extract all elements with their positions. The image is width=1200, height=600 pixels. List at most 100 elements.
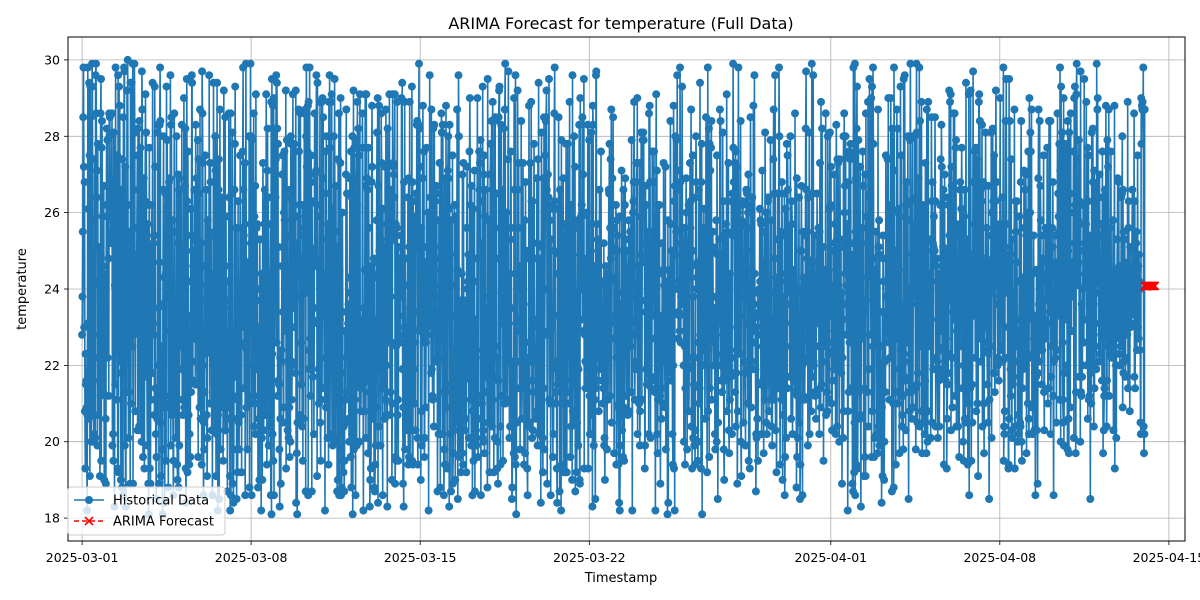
data-point <box>107 239 116 248</box>
data-point <box>1027 403 1036 412</box>
data-point <box>795 418 804 427</box>
data-point <box>704 407 713 416</box>
data-point <box>116 357 125 366</box>
data-point <box>108 109 116 118</box>
data-point <box>323 235 332 244</box>
data-point <box>86 327 95 335</box>
data-point <box>1034 105 1043 114</box>
data-point <box>988 124 997 133</box>
data-point <box>491 342 500 351</box>
data-point <box>922 449 931 458</box>
data-point <box>195 189 204 198</box>
data-point <box>251 90 260 99</box>
data-point <box>649 178 658 187</box>
data-point <box>765 334 774 343</box>
data-point <box>974 472 983 481</box>
data-point <box>109 128 118 137</box>
data-point <box>1008 380 1017 389</box>
data-point <box>460 426 469 435</box>
data-point <box>1099 449 1108 458</box>
data-point <box>832 265 840 274</box>
data-point <box>1082 220 1090 229</box>
data-point <box>454 71 463 80</box>
data-point <box>628 506 637 515</box>
data-point <box>1069 208 1078 217</box>
data-point <box>341 395 350 404</box>
data-point <box>410 338 418 347</box>
data-point <box>793 453 802 461</box>
x-tick-label: 2025-03-15 <box>384 550 457 565</box>
data-point <box>471 369 480 377</box>
data-point <box>643 288 652 297</box>
data-point <box>471 315 480 324</box>
data-point <box>1042 296 1051 305</box>
data-point <box>608 311 616 320</box>
data-point <box>957 227 965 236</box>
data-point <box>79 113 88 122</box>
data-point <box>731 422 740 431</box>
data-point <box>1027 353 1036 362</box>
data-point <box>208 285 217 293</box>
data-point <box>567 422 575 431</box>
data-point <box>812 414 820 423</box>
data-point <box>621 235 630 244</box>
data-point <box>1137 139 1146 148</box>
data-point <box>211 132 220 141</box>
data-point <box>345 273 354 282</box>
data-point <box>97 143 106 152</box>
data-point <box>625 407 634 416</box>
data-point <box>78 227 87 236</box>
data-point <box>198 109 207 118</box>
data-point <box>387 185 396 194</box>
data-point <box>1092 365 1101 374</box>
data-point <box>319 113 328 122</box>
data-point <box>246 220 255 229</box>
data-point <box>1086 369 1095 377</box>
data-point <box>1085 239 1094 248</box>
data-point <box>1080 315 1089 324</box>
data-point <box>417 223 426 232</box>
data-point <box>1047 372 1056 381</box>
data-point <box>672 227 681 236</box>
data-point <box>734 208 743 217</box>
data-point <box>480 151 489 160</box>
data-point <box>214 185 223 194</box>
data-point <box>390 193 399 202</box>
data-point <box>1110 464 1119 473</box>
data-point <box>412 189 421 198</box>
data-point <box>838 479 846 488</box>
data-point <box>1061 315 1070 324</box>
data-point <box>1009 372 1018 381</box>
data-point <box>655 357 663 366</box>
data-point <box>621 174 630 183</box>
data-point <box>916 117 924 125</box>
data-point <box>755 204 764 213</box>
data-point <box>860 307 869 316</box>
data-point <box>156 63 165 72</box>
data-point <box>261 411 270 419</box>
data-point <box>518 223 527 232</box>
data-point <box>1070 239 1079 248</box>
data-point <box>1099 193 1108 202</box>
data-point <box>667 369 676 377</box>
data-point <box>1130 197 1139 206</box>
data-point <box>993 281 1001 290</box>
data-point <box>461 414 470 423</box>
data-point <box>243 445 252 454</box>
data-point <box>251 181 260 190</box>
data-point <box>929 212 938 221</box>
data-point <box>325 307 334 316</box>
data-point <box>923 407 932 416</box>
data-point <box>1038 346 1047 355</box>
data-point <box>632 178 641 187</box>
data-point <box>148 369 157 377</box>
data-point <box>969 67 978 76</box>
data-point <box>353 201 361 209</box>
data-point <box>962 78 970 87</box>
data-point <box>978 120 986 129</box>
data-point <box>867 94 876 103</box>
data-point <box>149 330 158 339</box>
data-point <box>362 90 371 99</box>
data-point <box>644 254 653 263</box>
data-point <box>1119 185 1127 194</box>
